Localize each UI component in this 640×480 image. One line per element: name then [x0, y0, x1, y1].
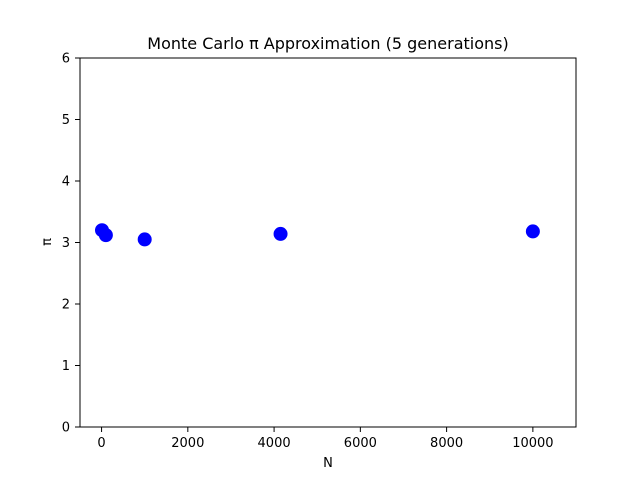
- y-tick-label: 3: [62, 236, 70, 251]
- x-tick-label: 2000: [171, 436, 204, 451]
- y-tick-label: 1: [62, 359, 70, 374]
- x-axis-label: N: [323, 456, 333, 471]
- y-tick-label: 5: [62, 113, 70, 128]
- x-tick-label: 6000: [344, 436, 377, 451]
- data-points: [94, 223, 540, 247]
- x-tick-label: 10000: [512, 436, 553, 451]
- x-axis-ticks: 0 2000 4000 6000 8000 10000: [97, 427, 554, 451]
- data-point: [137, 232, 152, 247]
- chart-title: Monte Carlo π Approximation (5 generatio…: [147, 34, 508, 53]
- plot-area: [80, 58, 576, 427]
- y-tick-label: 2: [62, 298, 70, 313]
- data-point: [98, 228, 113, 243]
- data-point: [273, 226, 288, 241]
- y-tick-label: 6: [62, 52, 70, 67]
- x-tick-label: 4000: [258, 436, 291, 451]
- x-tick-label: 0: [97, 436, 105, 451]
- y-tick-label: 4: [62, 175, 70, 190]
- y-tick-label: 0: [62, 421, 70, 436]
- x-tick-label: 8000: [430, 436, 463, 451]
- y-axis-label: π: [40, 238, 55, 246]
- y-axis-ticks: 0 1 2 3 4 5 6: [62, 52, 80, 436]
- data-point: [525, 224, 540, 239]
